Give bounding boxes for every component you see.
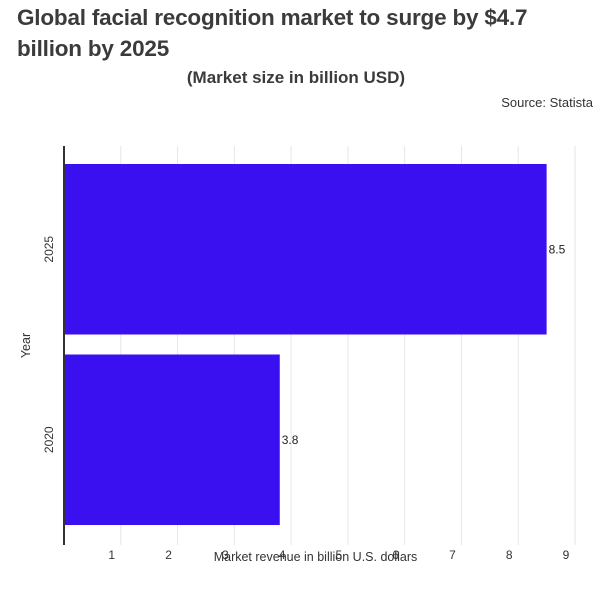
x-tick-label: 6 [392,548,399,562]
x-tick-label: 9 [563,548,570,562]
chart-title: Global facial recognition market to surg… [17,5,528,61]
y-tick-label: 2020 [42,426,56,453]
x-tick-label: 8 [506,548,513,562]
y-tick-labels: 2025 2020 [42,236,56,454]
y-tick-label: 2025 [42,236,56,263]
bar-2020 [64,354,280,525]
x-axis-title: Market revenue in billion U.S. dollars [214,550,418,564]
bar-value-label: 8.5 [549,242,566,256]
x-tick-label: 7 [449,548,456,562]
x-tick-label: 5 [336,548,343,562]
bar-value-label: 3.8 [282,433,299,447]
y-axis-title: Year [19,333,33,358]
bar-labels: 8.5 3.8 [282,242,566,447]
chart-subtitle: (Market size in billion USD) [186,68,406,87]
bar-2025 [64,164,547,335]
x-tick-labels: 1 2 3 4 5 6 7 8 9 [108,548,569,562]
bars [64,164,547,525]
x-tick-label: 1 [108,548,115,562]
source-note: Source: Statista [501,95,593,110]
x-tick-label: 4 [279,548,286,562]
x-tick-label: 2 [165,548,172,562]
x-tick-label: 3 [222,548,229,562]
